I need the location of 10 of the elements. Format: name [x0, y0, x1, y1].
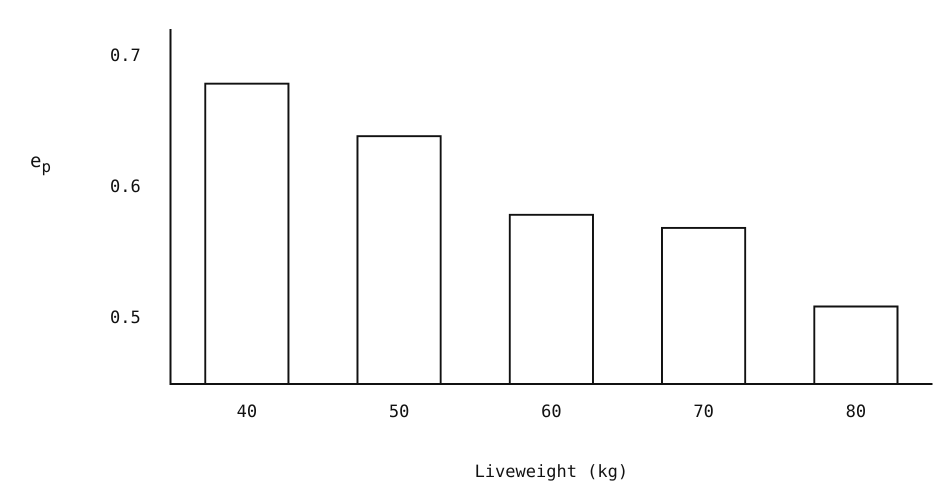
y-axis-title: e$_{p}$: [30, 150, 51, 176]
x-tick-label: 70: [693, 402, 714, 422]
y-tick-label: 0.5: [110, 308, 141, 328]
x-tick-label: 40: [236, 402, 258, 422]
x-tick-label: 60: [541, 402, 562, 422]
y-tick-label: 0.7: [110, 46, 141, 66]
x-tick-label: 80: [846, 402, 866, 422]
x-axis-title: Liveweight (kg): [474, 462, 628, 482]
y-tick-label: 0.6: [110, 176, 141, 197]
x-tick-label: 50: [388, 402, 410, 422]
